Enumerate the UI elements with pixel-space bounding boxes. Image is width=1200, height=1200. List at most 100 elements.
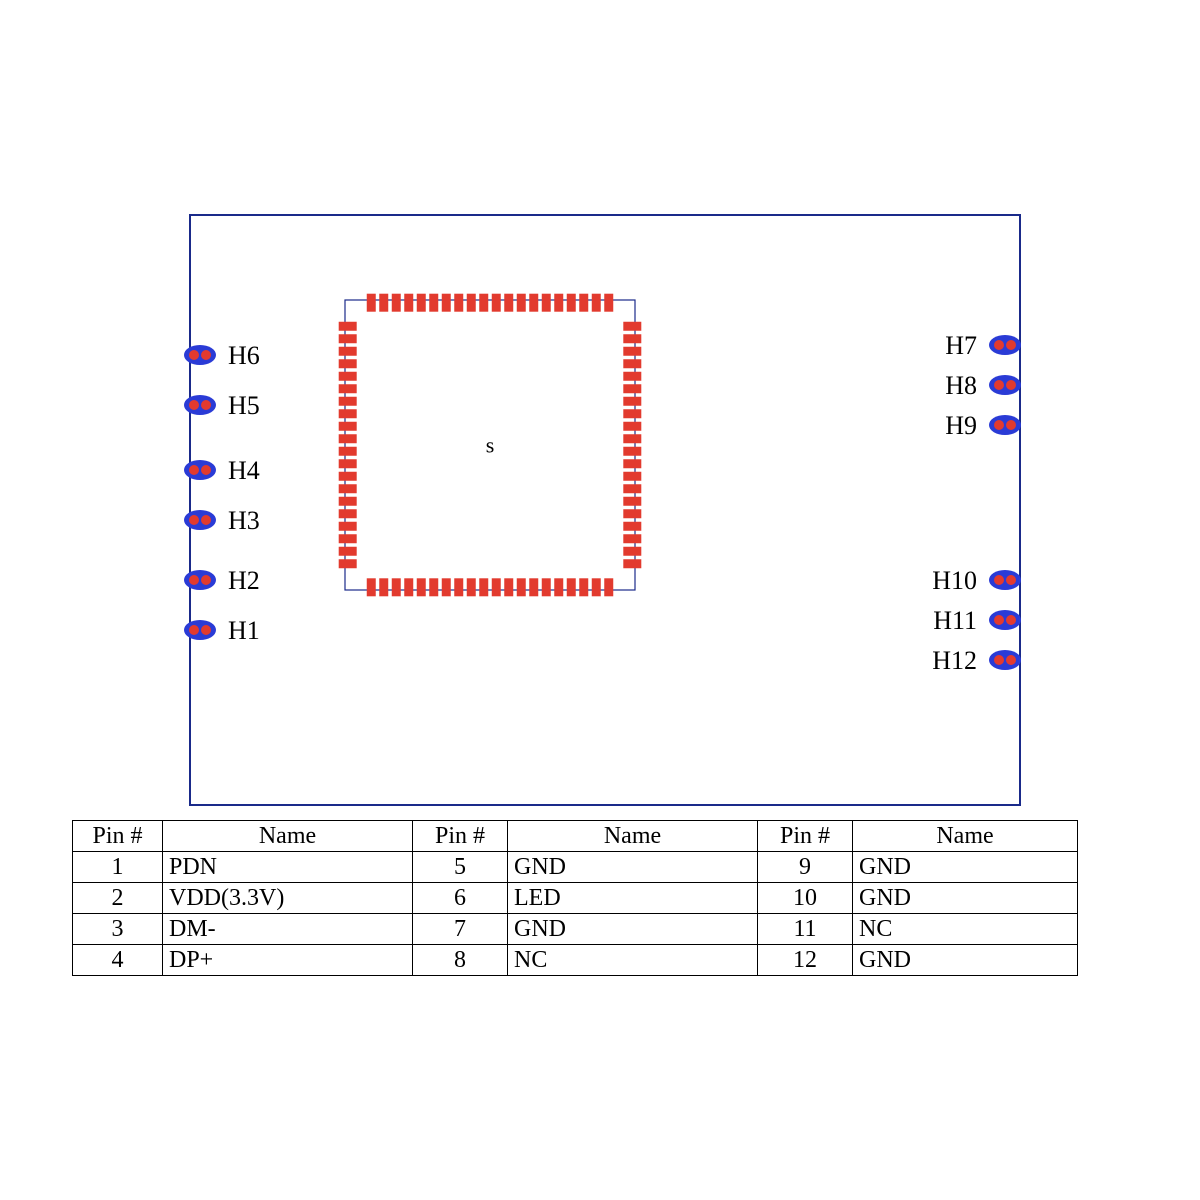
chip-pad [623, 472, 641, 481]
chip-pad [467, 578, 476, 596]
table-cell: GND [853, 945, 1078, 976]
pin-label: H3 [228, 506, 260, 535]
chip-pad [579, 578, 588, 596]
chip-pad [604, 294, 613, 312]
header-pad [989, 335, 1021, 355]
pin-table: Pin #NamePin #NamePin #Name1PDN5GND9GND2… [72, 820, 1078, 976]
header-pad [184, 345, 216, 365]
table-row: 4DP+8NC12GND [73, 945, 1078, 976]
chip-pad [429, 578, 438, 596]
chip-pad [604, 578, 613, 596]
chip-label: s [486, 433, 495, 458]
chip-pad [379, 578, 388, 596]
pin-label: H2 [228, 566, 260, 595]
table-cell: GND [508, 852, 758, 883]
header-pad [989, 375, 1021, 395]
table-cell: VDD(3.3V) [163, 883, 413, 914]
table-cell: NC [853, 914, 1078, 945]
chip-pad [529, 578, 538, 596]
chip-pad [623, 359, 641, 368]
table-header: Name [853, 821, 1078, 852]
table-cell: DP+ [163, 945, 413, 976]
table-cell: GND [853, 883, 1078, 914]
chip-pad [339, 497, 357, 506]
chip-pad [339, 409, 357, 418]
pcb-diagram: sH6H5H4H3H2H1H7H8H9H10H11H12 [0, 0, 1200, 1200]
chip-pad [339, 472, 357, 481]
table-header: Name [163, 821, 413, 852]
table-cell: 4 [73, 945, 163, 976]
table-header: Name [508, 821, 758, 852]
chip-pad [392, 578, 401, 596]
chip-pad [592, 578, 601, 596]
chip-pad [417, 578, 426, 596]
chip-pad [429, 294, 438, 312]
chip-pad [592, 294, 601, 312]
chip-pad [623, 434, 641, 443]
chip-pad [623, 447, 641, 456]
table-cell: GND [508, 914, 758, 945]
chip-pad [492, 578, 501, 596]
pin-label: H6 [228, 341, 260, 370]
chip-pad [623, 397, 641, 406]
chip-pad [623, 459, 641, 468]
header-pad [989, 415, 1021, 435]
chip-pad [623, 559, 641, 568]
table-header: Pin # [73, 821, 163, 852]
chip-pad [623, 497, 641, 506]
table-cell: DM- [163, 914, 413, 945]
chip-pad [623, 484, 641, 493]
pin-label: H4 [228, 456, 260, 485]
table-cell: GND [853, 852, 1078, 883]
chip-pad [367, 578, 376, 596]
table-cell: NC [508, 945, 758, 976]
chip-pad [542, 294, 551, 312]
chip-pad [339, 322, 357, 331]
chip-pad [623, 534, 641, 543]
header-pad [184, 570, 216, 590]
table-header: Pin # [758, 821, 853, 852]
chip-pad [339, 384, 357, 393]
chip-pad [479, 294, 488, 312]
table-cell: LED [508, 883, 758, 914]
chip-pad [554, 294, 563, 312]
table-cell: 11 [758, 914, 853, 945]
chip-pad [442, 294, 451, 312]
header-pad [989, 570, 1021, 590]
header-pad [989, 650, 1021, 670]
chip-pad [517, 578, 526, 596]
chip-pad [339, 372, 357, 381]
chip-pad [367, 294, 376, 312]
table-cell: 9 [758, 852, 853, 883]
pin-label: H8 [945, 371, 977, 400]
table-cell: 10 [758, 883, 853, 914]
table-cell: 2 [73, 883, 163, 914]
chip-pad [623, 522, 641, 531]
table-cell: 8 [413, 945, 508, 976]
table-row: 2VDD(3.3V)6LED10GND [73, 883, 1078, 914]
table-cell: 6 [413, 883, 508, 914]
table-cell: 12 [758, 945, 853, 976]
chip-pad [417, 294, 426, 312]
chip-pad [404, 578, 413, 596]
chip-pad [454, 294, 463, 312]
chip-pad [467, 294, 476, 312]
chip-pad [392, 294, 401, 312]
chip-pad [554, 578, 563, 596]
pin-label: H12 [932, 646, 977, 675]
table-cell: PDN [163, 852, 413, 883]
chip-pad [623, 422, 641, 431]
pin-label: H11 [933, 606, 977, 635]
chip-pad [339, 359, 357, 368]
chip-pad [623, 409, 641, 418]
table-cell: 3 [73, 914, 163, 945]
header-pad [184, 460, 216, 480]
chip-pad [504, 578, 513, 596]
chip-pad [404, 294, 413, 312]
chip-pad [339, 509, 357, 518]
pin-label: H7 [945, 331, 977, 360]
pin-label: H5 [228, 391, 260, 420]
chip-pad [442, 578, 451, 596]
chip-pad [623, 334, 641, 343]
chip-pad [623, 547, 641, 556]
